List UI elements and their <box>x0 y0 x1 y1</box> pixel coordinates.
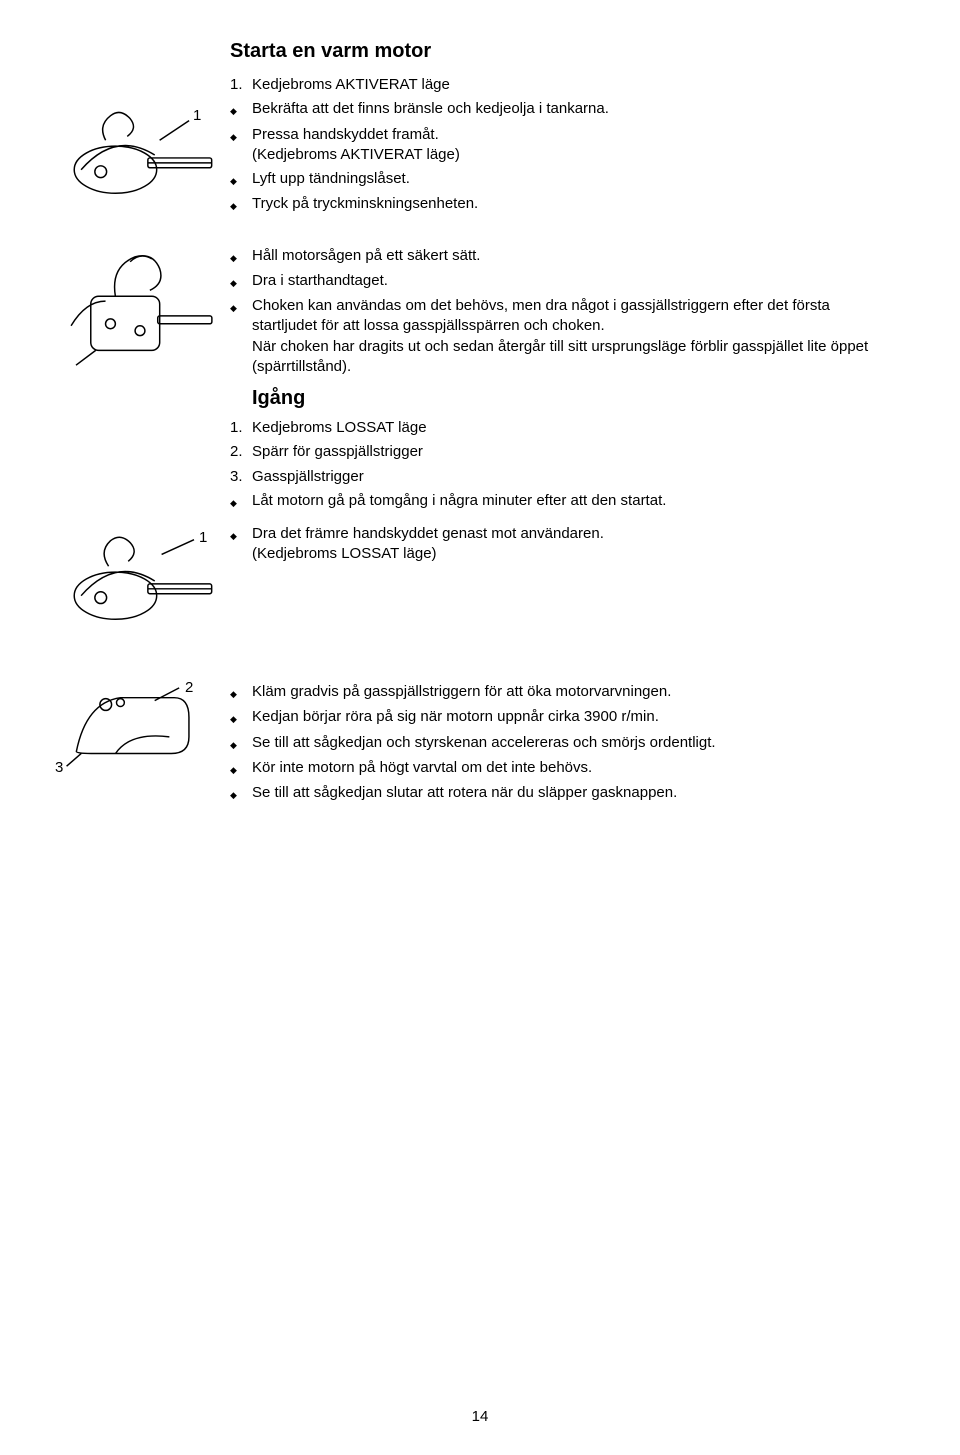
bullet-icon <box>230 271 252 292</box>
section-4-row: 2 3 Kläm gradvis på gasspjällstriggern f… <box>60 682 880 808</box>
illus3-callout-1: 1 <box>199 529 207 546</box>
list-text: Kedjan börjar röra på sig när motorn upp… <box>252 707 659 728</box>
list-number: 1. <box>230 418 252 438</box>
bullet-icon <box>230 194 252 215</box>
sec1-numitem-1: 1. Kedjebroms AKTIVERAT läge <box>230 75 880 95</box>
section-2-content: Håll motorsågen på ett säkert sätt. Dra … <box>230 246 880 517</box>
heading-igang: Igång <box>252 387 880 410</box>
list-text: Låt motorn gå på tomgång i några minuter… <box>252 491 666 512</box>
list-text: Lyft upp tändningslåset. <box>252 169 410 190</box>
list-text: Dra det främre handskyddet genast mot an… <box>252 524 604 565</box>
bullet-icon <box>230 524 252 565</box>
list-number: 2. <box>230 442 252 462</box>
list-text: Spärr för gasspjällstrigger <box>252 442 423 462</box>
sec1-bullet-4: Tryck på tryckminskningsenheten. <box>230 194 880 215</box>
section-1-content: Starta en varm motor 1. Kedjebroms AKTIV… <box>230 40 880 220</box>
illustration-1-wrap: 1 <box>60 40 230 210</box>
illustration-4-wrap: 2 3 <box>60 682 230 777</box>
text-line: (Kedjebroms LOSSAT läge) <box>252 545 437 562</box>
bullet-icon <box>230 169 252 190</box>
bullet-icon <box>230 682 252 703</box>
illustration-3-wrap: 1 <box>60 524 230 634</box>
bullet-icon <box>230 707 252 728</box>
text-line: Dra det främre handskyddet genast mot an… <box>252 525 604 542</box>
sec3-bullet-1: Låt motorn gå på tomgång i några minuter… <box>230 491 880 512</box>
list-text: Se till att sågkedjan och styrskenan acc… <box>252 733 716 754</box>
list-text: Choken kan användas om det behövs, men d… <box>252 296 880 377</box>
bullet-icon <box>230 246 252 267</box>
section-3-row: 1 Dra det främre handskyddet genast mot … <box>60 524 880 634</box>
list-text: Kör inte motorn på högt varvtal om det i… <box>252 758 592 779</box>
sec3-numitem-3: 3. Gasspjällstrigger <box>230 467 880 487</box>
bullet-icon <box>230 758 252 779</box>
illustration-2-wrap <box>60 246 230 376</box>
text-line: (Kedjebroms AKTIVERAT läge) <box>252 146 460 163</box>
text-line: När choken har dragits ut och sedan åter… <box>252 338 868 375</box>
text-line: Choken kan användas om det behövs, men d… <box>252 297 830 334</box>
illus4-callout-3: 3 <box>55 759 63 776</box>
bullet-icon <box>230 733 252 754</box>
sec3-numitem-1: 1. Kedjebroms LOSSAT läge <box>230 418 880 438</box>
page-number: 14 <box>0 1408 960 1425</box>
list-text: Kedjebroms LOSSAT läge <box>252 418 427 438</box>
sec1-bullet-1: Bekräfta att det finns bränsle och kedje… <box>230 99 880 120</box>
bullet-icon <box>230 296 252 377</box>
bullet-icon <box>230 125 252 166</box>
list-text: Håll motorsågen på ett säkert sätt. <box>252 246 480 267</box>
heading-starta-varm-motor: Starta en varm motor <box>230 40 880 63</box>
section-3-content: Dra det främre handskyddet genast mot an… <box>230 524 880 569</box>
sec4-bullet-1: Kläm gradvis på gasspjällstriggern för a… <box>230 682 880 703</box>
list-number: 3. <box>230 467 252 487</box>
sec3-numitem-2: 2. Spärr för gasspjällstrigger <box>230 442 880 462</box>
section-4-content: Kläm gradvis på gasspjällstriggern för a… <box>230 682 880 808</box>
sec2-bullet-2: Dra i starthandtaget. <box>230 271 880 292</box>
text-line: Pressa handskyddet framåt. <box>252 126 439 143</box>
sec4-bullet-2: Kedjan börjar röra på sig när motorn upp… <box>230 707 880 728</box>
list-text: Kedjebroms AKTIVERAT läge <box>252 75 450 95</box>
illustration-chainsaw-brake-activated: 1 <box>60 100 220 210</box>
bullet-icon <box>230 783 252 804</box>
list-text: Pressa handskyddet framåt. (Kedjebroms A… <box>252 125 460 166</box>
sec3-bullet-2: Dra det främre handskyddet genast mot an… <box>230 524 880 565</box>
section-2-row: Håll motorsågen på ett säkert sätt. Dra … <box>60 246 880 517</box>
list-text: Bekräfta att det finns bränsle och kedje… <box>252 99 609 120</box>
list-text: Se till att sågkedjan slutar att rotera … <box>252 783 677 804</box>
illustration-chainsaw-brake-released: 1 <box>60 524 220 634</box>
sec4-bullet-5: Se till att sågkedjan slutar att rotera … <box>230 783 880 804</box>
illustration-throttle-handle: 2 3 <box>60 682 220 777</box>
list-text: Dra i starthandtaget. <box>252 271 388 292</box>
sec1-bullet-2: Pressa handskyddet framåt. (Kedjebroms A… <box>230 125 880 166</box>
sec4-bullet-3: Se till att sågkedjan och styrskenan acc… <box>230 733 880 754</box>
list-number: 1. <box>230 75 252 95</box>
illus1-callout-1: 1 <box>193 107 201 124</box>
illus4-callout-2: 2 <box>185 679 193 696</box>
bullet-icon <box>230 491 252 512</box>
list-text: Tryck på tryckminskningsenheten. <box>252 194 478 215</box>
bullet-icon <box>230 99 252 120</box>
sec4-bullet-4: Kör inte motorn på högt varvtal om det i… <box>230 758 880 779</box>
sec2-bullet-3: Choken kan användas om det behövs, men d… <box>230 296 880 377</box>
illustration-chainsaw-pull-start <box>60 246 220 376</box>
list-text: Gasspjällstrigger <box>252 467 364 487</box>
section-1-row: 1 Starta en varm motor 1. Kedjebroms AKT… <box>60 40 880 220</box>
sec1-bullet-3: Lyft upp tändningslåset. <box>230 169 880 190</box>
sec2-bullet-1: Håll motorsågen på ett säkert sätt. <box>230 246 880 267</box>
list-text: Kläm gradvis på gasspjällstriggern för a… <box>252 682 671 703</box>
manual-page: 1 Starta en varm motor 1. Kedjebroms AKT… <box>0 0 960 1455</box>
